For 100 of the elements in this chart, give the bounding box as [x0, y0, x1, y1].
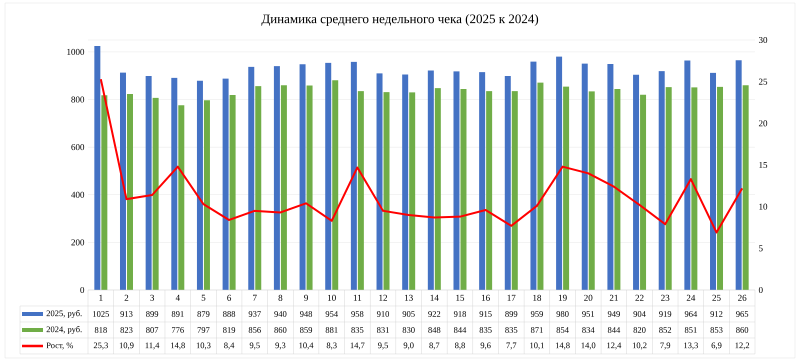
bar	[196, 80, 203, 290]
legend-label: 2025, руб.	[46, 310, 82, 318]
bar	[460, 89, 466, 290]
bar	[350, 62, 357, 290]
bar	[486, 91, 492, 290]
data-label: 8,3	[326, 342, 337, 350]
data-label: 881	[326, 327, 338, 333]
bar	[428, 70, 434, 290]
data-label: 959	[530, 311, 543, 317]
data-label: 830	[402, 327, 415, 333]
data-label: 859	[300, 327, 312, 333]
x-tick-label: 14	[430, 294, 439, 301]
x-tick-label: 21	[610, 294, 618, 301]
x-tick-label: 15	[456, 294, 464, 301]
data-label: 820	[634, 327, 646, 333]
x-tick-label: 1	[99, 294, 103, 301]
data-label: 844	[454, 327, 466, 333]
data-label: 871	[530, 327, 543, 333]
x-tick-label: 2	[124, 294, 128, 301]
data-label: 965	[736, 311, 748, 317]
data-label: 899	[146, 311, 158, 317]
data-label: 6,9	[712, 342, 722, 350]
data-label: 1025	[93, 311, 110, 317]
y-tick-label: 200	[71, 239, 84, 246]
data-label: 797	[198, 327, 210, 333]
data-label: 951	[582, 311, 594, 317]
chart-title: Динамика среднего недельного чека (2025 к 2024)	[261, 14, 538, 26]
data-label: 835	[351, 327, 364, 333]
data-label: 856	[248, 327, 261, 333]
x-tick-label: 5	[202, 294, 206, 301]
bar	[633, 74, 640, 290]
data-label: 888	[223, 311, 236, 317]
data-label: 9,3	[275, 342, 286, 350]
y2-tick-label: 10	[759, 204, 768, 210]
data-label: 835	[505, 327, 518, 333]
data-label: 7,9	[660, 342, 670, 350]
data-label: 915	[480, 311, 492, 317]
legend-label: 2024, руб.	[46, 326, 82, 334]
data-label: 860	[736, 327, 748, 333]
bar	[640, 94, 646, 290]
data-label: 14,8	[171, 342, 185, 350]
bar	[537, 82, 544, 290]
bar	[306, 85, 313, 290]
data-label: 910	[376, 311, 390, 317]
x-tick-label: 17	[508, 294, 516, 301]
bar	[409, 92, 416, 290]
data-label: 854	[556, 327, 569, 333]
bar	[691, 87, 698, 290]
data-label: 8,7	[429, 342, 440, 350]
bar	[230, 94, 236, 290]
bar	[126, 94, 133, 290]
y2-tick-label: 5	[759, 245, 763, 252]
y2-tick-label: 30	[758, 36, 768, 44]
data-label: 14,7	[350, 342, 365, 350]
bar	[658, 71, 665, 290]
line-series	[100, 78, 744, 234]
x-tick-label: 12	[379, 294, 388, 301]
data-label: 8,4	[224, 342, 234, 350]
bar	[204, 100, 210, 290]
data-label: 818	[94, 327, 107, 333]
data-label: 937	[248, 311, 261, 317]
bar	[717, 86, 724, 290]
bar	[504, 76, 511, 290]
data-label: 11,4	[146, 342, 160, 350]
data-label: 940	[274, 311, 286, 317]
bar	[614, 89, 620, 290]
bar	[152, 98, 159, 290]
x-tick-label: 20	[584, 294, 592, 301]
data-label: 14,0	[582, 342, 596, 350]
x-tick-label: 10	[328, 294, 336, 301]
data-label: 834	[582, 327, 594, 333]
x-tick-label: 4	[176, 294, 180, 301]
x-tick-label: 24	[686, 294, 696, 301]
data-label: 13,3	[684, 342, 698, 350]
data-label: 844	[608, 327, 620, 333]
bar	[332, 80, 338, 290]
data-label: 12,4	[607, 342, 622, 350]
x-tick-label: 11	[354, 294, 362, 301]
bar	[94, 46, 100, 290]
bar	[556, 56, 562, 290]
data-label: 807	[146, 327, 158, 333]
data-label: 860	[274, 327, 286, 333]
x-tick-label: 9	[304, 294, 308, 301]
x-tick-label: 8	[278, 294, 282, 301]
bar	[325, 62, 332, 290]
data-label: 9,0	[404, 342, 414, 350]
bar	[274, 66, 280, 290]
x-tick-label: 19	[558, 294, 567, 301]
data-label: 904	[633, 311, 646, 317]
data-label: 918	[454, 311, 466, 317]
y-tick-label: 800	[71, 96, 84, 103]
data-label: 948	[300, 311, 312, 317]
data-label: 853	[710, 327, 723, 333]
x-tick-label: 22	[635, 294, 644, 301]
bar	[742, 85, 749, 290]
bar	[255, 86, 262, 290]
bar	[171, 78, 178, 290]
bar	[607, 64, 614, 290]
data-label: 10,3	[196, 342, 211, 350]
data-label: 25,3	[94, 342, 108, 350]
